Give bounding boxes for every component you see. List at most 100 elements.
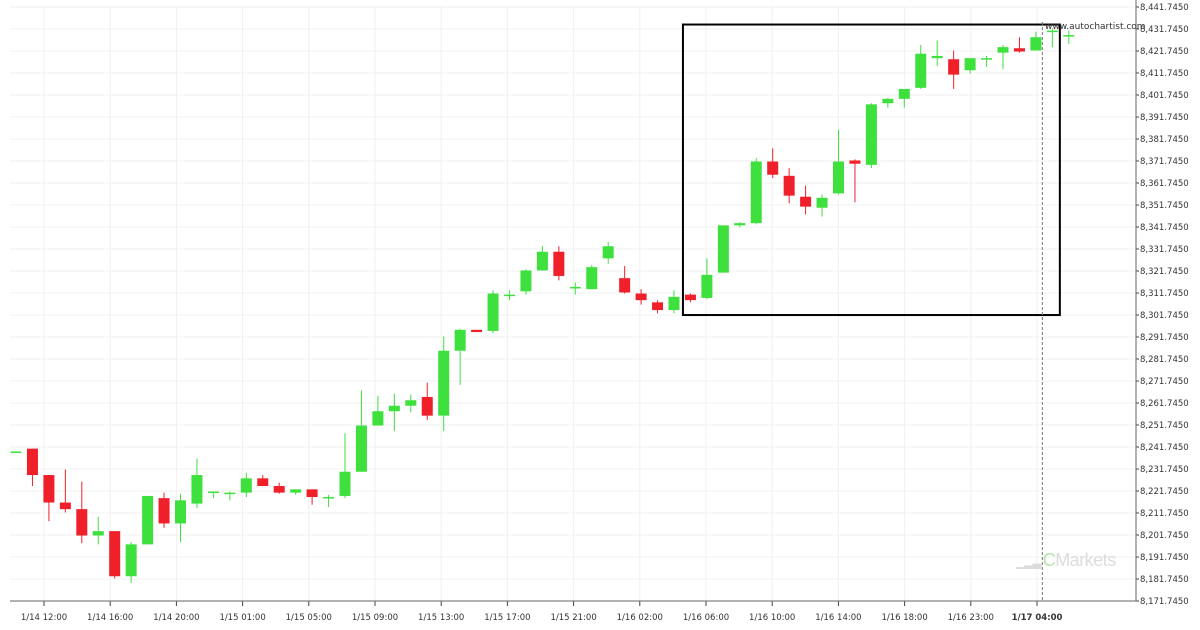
chart-grid	[10, 6, 1135, 602]
x-tick-label: 1/16 10:00	[749, 613, 795, 623]
x-tick-label: 1/15 09:00	[352, 613, 398, 623]
y-tick-label: 8,431.7450	[1140, 25, 1189, 35]
candle	[1013, 37, 1025, 53]
candle	[619, 266, 631, 294]
candle-body	[1063, 35, 1075, 37]
candle-body	[865, 104, 877, 165]
candle	[290, 489, 302, 495]
candle	[701, 258, 713, 300]
candle	[224, 491, 236, 501]
candle	[273, 482, 285, 494]
candle	[882, 97, 894, 108]
candle-body	[76, 509, 88, 536]
y-tick-label: 8,361.7450	[1140, 179, 1189, 189]
candle-body	[520, 270, 532, 292]
y-tick-label: 8,191.7450	[1140, 553, 1189, 563]
candle	[257, 475, 269, 487]
candles-group	[10, 28, 1075, 583]
candle	[668, 290, 680, 314]
y-tick-label: 8,201.7450	[1140, 531, 1189, 541]
candle-body	[981, 58, 993, 60]
x-tick-label: 1/15 17:00	[484, 613, 530, 623]
x-tick-label: 1/16 23:00	[948, 613, 994, 623]
candle	[635, 289, 647, 305]
candle-body	[586, 267, 598, 290]
y-tick-label: 8,281.7450	[1140, 355, 1189, 365]
candle	[652, 300, 664, 314]
x-tick-label: 1/16 14:00	[815, 613, 861, 623]
candle	[816, 194, 828, 217]
candle	[997, 44, 1009, 70]
candle-body	[553, 251, 565, 276]
autochartist-watermark: www.autochartist.com	[1045, 22, 1146, 32]
candle-body	[1030, 37, 1042, 51]
candle-body	[438, 350, 450, 416]
candle-body	[355, 425, 367, 472]
candle	[569, 282, 581, 295]
candle	[76, 481, 88, 544]
candle-body	[142, 495, 154, 545]
y-tick-label: 8,311.7450	[1140, 289, 1189, 299]
candle	[750, 158, 762, 225]
y-tick-label: 8,181.7450	[1140, 575, 1189, 585]
candle	[438, 336, 450, 432]
candle	[421, 382, 433, 421]
candle	[586, 264, 598, 290]
candle-body	[1013, 48, 1025, 52]
x-tick-label: 1/15 01:00	[219, 613, 265, 623]
candle	[1063, 30, 1075, 44]
y-tick-label: 8,231.7450	[1140, 465, 1189, 475]
x-tick-label: 1/17 04:00	[1012, 613, 1063, 623]
candle	[10, 451, 22, 453]
candle-body	[816, 197, 828, 208]
candle	[783, 168, 795, 204]
y-tick-label: 8,331.7450	[1140, 245, 1189, 255]
candle-body	[602, 246, 614, 259]
x-tick-label: 1/15 05:00	[286, 613, 332, 623]
candle	[240, 472, 252, 498]
candle-body	[536, 251, 548, 271]
candle-body	[43, 475, 55, 503]
candle	[487, 290, 499, 334]
candle-body	[750, 161, 762, 224]
candle	[915, 44, 927, 89]
candle-body	[898, 88, 910, 99]
candle	[948, 50, 960, 89]
x-tick-label: 1/16 18:00	[881, 613, 927, 623]
x-tick-label: 1/15 21:00	[550, 613, 596, 623]
candle	[355, 390, 367, 472]
candle	[833, 129, 844, 195]
x-tick-label: 1/16 02:00	[617, 613, 663, 623]
y-tick-label: 8,291.7450	[1140, 333, 1189, 343]
y-tick-label: 8,421.7450	[1140, 47, 1189, 57]
candle	[471, 329, 483, 333]
y-tick-label: 8,381.7450	[1140, 135, 1189, 145]
candle	[504, 290, 515, 301]
candle-body	[931, 55, 943, 59]
candle-body	[158, 498, 170, 524]
candle-body	[273, 486, 285, 493]
y-tick-label: 8,401.7450	[1140, 91, 1189, 101]
candle	[92, 516, 104, 545]
candle	[898, 88, 910, 108]
candle	[1046, 28, 1058, 48]
y-tick-label: 8,221.7450	[1140, 487, 1189, 497]
candle-body	[175, 500, 186, 524]
candle-body	[388, 405, 400, 412]
candle-body	[652, 302, 664, 311]
candle	[158, 492, 170, 528]
candle-body	[224, 492, 236, 495]
candle-body	[306, 489, 318, 498]
candle-body	[471, 329, 483, 333]
x-tick-label: 1/14 20:00	[153, 613, 199, 623]
candle-body	[619, 278, 631, 293]
y-tick-label: 8,321.7450	[1140, 267, 1189, 277]
candle-body	[454, 329, 466, 351]
candle	[142, 495, 154, 545]
candle	[800, 185, 812, 215]
candle	[602, 241, 614, 264]
candle-body	[734, 223, 746, 226]
candle	[191, 458, 203, 509]
candle-body	[783, 175, 795, 196]
y-tick-label: 8,271.7450	[1140, 377, 1189, 387]
